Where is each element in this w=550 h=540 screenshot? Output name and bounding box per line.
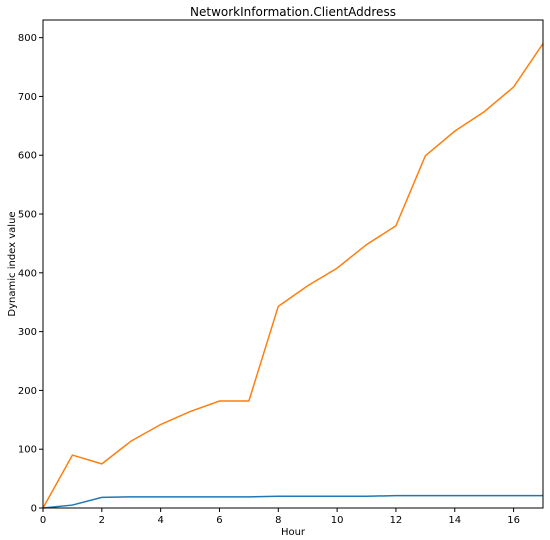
series-line-1 — [42, 494, 543, 509]
y-tick-label: 500 — [18, 210, 37, 221]
x-tick-label: 12 — [390, 515, 403, 526]
x-tick-label: 4 — [157, 515, 163, 526]
y-tick-label: 200 — [18, 386, 37, 397]
y-tick-label: 400 — [18, 268, 37, 279]
x-tick-label: 2 — [99, 515, 105, 526]
x-tick-label: 8 — [275, 515, 281, 526]
y-tick-label: 100 — [18, 445, 37, 456]
plot-frame — [42, 19, 544, 509]
y-tick-label: 0 — [31, 504, 37, 515]
x-tick-label: 14 — [448, 515, 461, 526]
x-axis: 0 2 4 6 8 10 12 14 16 — [40, 508, 520, 526]
x-axis-label: Hour — [281, 527, 306, 538]
x-tick-label: 0 — [40, 515, 46, 526]
chart-title: NetworkInformation.ClientAddress — [190, 5, 396, 19]
y-tick-label: 600 — [18, 151, 37, 162]
y-tick-label: 300 — [18, 327, 37, 338]
x-tick-label: 16 — [507, 515, 520, 526]
plot-lines — [42, 43, 544, 509]
y-tick-label: 700 — [18, 92, 37, 103]
y-axis: 0 100 200 300 400 500 600 700 800 — [18, 33, 43, 515]
series-line-2 — [42, 43, 544, 509]
y-tick-label: 800 — [18, 33, 37, 44]
x-tick-label: 6 — [216, 515, 222, 526]
x-tick-label: 10 — [331, 515, 344, 526]
y-axis-label: Dynamic index value — [7, 211, 18, 316]
